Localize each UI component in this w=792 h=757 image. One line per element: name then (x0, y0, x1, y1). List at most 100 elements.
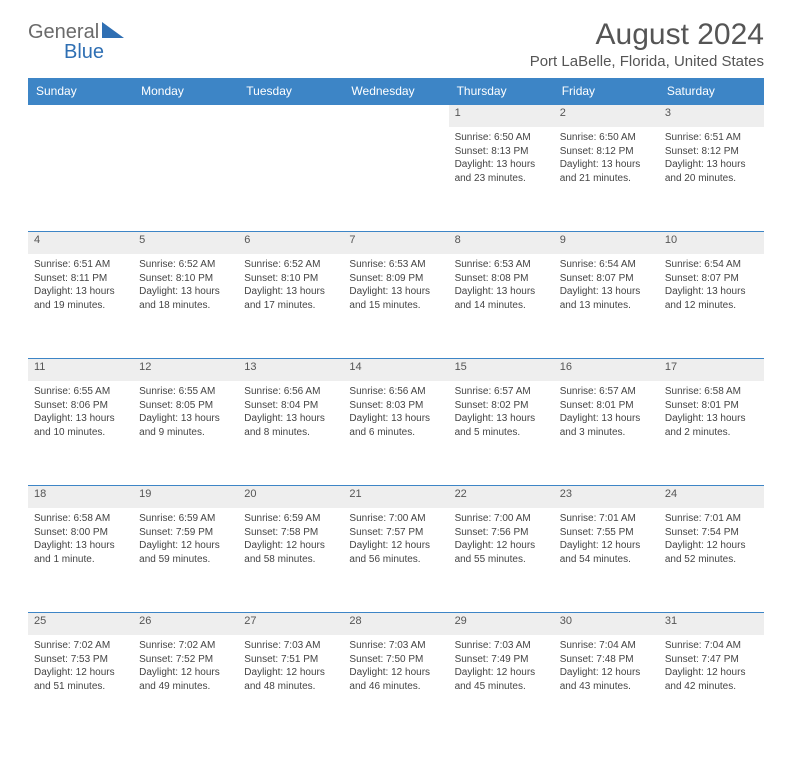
day-number-cell: 18 (28, 486, 133, 509)
sunrise-line: Sunrise: 6:50 AM (455, 131, 548, 145)
daylight-line: Daylight: 13 hours and 17 minutes. (244, 285, 337, 312)
sunrise-line: Sunrise: 7:03 AM (244, 639, 337, 653)
daylight-line: Daylight: 12 hours and 45 minutes. (455, 666, 548, 693)
day-content-row: Sunrise: 7:02 AMSunset: 7:53 PM Daylight:… (28, 635, 764, 739)
daylight-line: Daylight: 13 hours and 3 minutes. (560, 412, 653, 439)
daylight-line: Daylight: 12 hours and 49 minutes. (139, 666, 232, 693)
calendar-body: 123Sunrise: 6:50 AMSunset: 8:13 PMDaylig… (28, 105, 764, 740)
day-number-cell: 14 (343, 359, 448, 382)
sunset-line: Sunset: 8:01 PM (560, 399, 653, 413)
day-number-cell: 3 (659, 105, 764, 128)
day-number-row: 123 (28, 105, 764, 128)
sunrise-line: Sunrise: 6:59 AM (139, 512, 232, 526)
day-content-cell (238, 127, 343, 232)
sunrise-line: Sunrise: 6:56 AM (349, 385, 442, 399)
day-number-cell (133, 105, 238, 128)
day-number-cell: 15 (449, 359, 554, 382)
day-number-cell: 8 (449, 232, 554, 255)
daylight-line: Daylight: 12 hours and 54 minutes. (560, 539, 653, 566)
daylight-line: Daylight: 13 hours and 9 minutes. (139, 412, 232, 439)
day-number-cell: 10 (659, 232, 764, 255)
sunrise-line: Sunrise: 6:52 AM (139, 258, 232, 272)
day-number-cell: 20 (238, 486, 343, 509)
sunrise-line: Sunrise: 6:52 AM (244, 258, 337, 272)
sunset-line: Sunset: 8:03 PM (349, 399, 442, 413)
title-block: August 2024 Port LaBelle, Florida, Unite… (530, 18, 764, 70)
day-content-cell: Sunrise: 6:55 AMSunset: 8:05 PMDaylight:… (133, 381, 238, 486)
sunrise-line: Sunrise: 6:53 AM (455, 258, 548, 272)
sunset-line: Sunset: 7:49 PM (455, 653, 548, 667)
daylight-line: Daylight: 13 hours and 10 minutes. (34, 412, 127, 439)
day-number-cell: 22 (449, 486, 554, 509)
day-content-cell: Sunrise: 6:53 AMSunset: 8:08 PMDaylight:… (449, 254, 554, 359)
day-number-cell: 26 (133, 613, 238, 636)
sunset-line: Sunset: 7:53 PM (34, 653, 127, 667)
day-number-cell: 12 (133, 359, 238, 382)
day-number-cell: 25 (28, 613, 133, 636)
day-content-cell: Sunrise: 7:04 AMSunset: 7:47 PMDaylight:… (659, 635, 764, 739)
weekday-tuesday: Tuesday (238, 78, 343, 105)
day-number-cell: 7 (343, 232, 448, 255)
sunset-line: Sunset: 8:12 PM (560, 145, 653, 159)
sunset-line: Sunset: 8:02 PM (455, 399, 548, 413)
day-content-cell (343, 127, 448, 232)
header: General Blue August 2024 Port LaBelle, F… (28, 18, 764, 70)
daylight-line: Daylight: 12 hours and 56 minutes. (349, 539, 442, 566)
sunset-line: Sunset: 7:55 PM (560, 526, 653, 540)
sunrise-line: Sunrise: 6:51 AM (665, 131, 758, 145)
daylight-line: Daylight: 13 hours and 13 minutes. (560, 285, 653, 312)
sunrise-line: Sunrise: 6:53 AM (349, 258, 442, 272)
sunset-line: Sunset: 7:48 PM (560, 653, 653, 667)
sunrise-line: Sunrise: 7:00 AM (455, 512, 548, 526)
day-number-cell: 16 (554, 359, 659, 382)
daylight-line: Daylight: 13 hours and 1 minute. (34, 539, 127, 566)
logo: General Blue (28, 18, 138, 67)
day-number-cell: 29 (449, 613, 554, 636)
day-content-cell: Sunrise: 7:03 AMSunset: 7:50 PMDaylight:… (343, 635, 448, 739)
weekday-header-row: Sunday Monday Tuesday Wednesday Thursday… (28, 78, 764, 105)
sunset-line: Sunset: 8:07 PM (665, 272, 758, 286)
sunset-line: Sunset: 7:52 PM (139, 653, 232, 667)
sunset-line: Sunset: 7:50 PM (349, 653, 442, 667)
page-title: August 2024 (530, 18, 764, 51)
logo-text-general: General (28, 21, 99, 43)
sunrise-line: Sunrise: 6:55 AM (34, 385, 127, 399)
sunset-line: Sunset: 8:12 PM (665, 145, 758, 159)
daylight-line: Daylight: 12 hours and 42 minutes. (665, 666, 758, 693)
day-content-cell: Sunrise: 7:01 AMSunset: 7:55 PMDaylight:… (554, 508, 659, 613)
day-content-cell: Sunrise: 6:56 AMSunset: 8:04 PMDaylight:… (238, 381, 343, 486)
sunset-line: Sunset: 7:47 PM (665, 653, 758, 667)
day-content-cell: Sunrise: 6:51 AMSunset: 8:12 PMDaylight:… (659, 127, 764, 232)
day-number-cell (28, 105, 133, 128)
day-number-row: 45678910 (28, 232, 764, 255)
sunrise-line: Sunrise: 7:02 AM (34, 639, 127, 653)
sunrise-line: Sunrise: 7:03 AM (349, 639, 442, 653)
weekday-saturday: Saturday (659, 78, 764, 105)
day-content-cell (28, 127, 133, 232)
day-content-cell: Sunrise: 7:02 AMSunset: 7:53 PMDaylight:… (28, 635, 133, 739)
day-content-cell: Sunrise: 7:00 AMSunset: 7:56 PMDaylight:… (449, 508, 554, 613)
location-subtitle: Port LaBelle, Florida, United States (530, 53, 764, 70)
daylight-line: Daylight: 12 hours and 46 minutes. (349, 666, 442, 693)
daylight-line: Daylight: 13 hours and 19 minutes. (34, 285, 127, 312)
daylight-line: Daylight: 13 hours and 15 minutes. (349, 285, 442, 312)
day-content-cell: Sunrise: 6:58 AMSunset: 8:01 PMDaylight:… (659, 381, 764, 486)
sunset-line: Sunset: 8:08 PM (455, 272, 548, 286)
sunrise-line: Sunrise: 6:54 AM (665, 258, 758, 272)
day-content-cell: Sunrise: 6:58 AMSunset: 8:00 PMDaylight:… (28, 508, 133, 613)
calendar-table: Sunday Monday Tuesday Wednesday Thursday… (28, 78, 764, 739)
weekday-wednesday: Wednesday (343, 78, 448, 105)
day-content-cell: Sunrise: 6:52 AMSunset: 8:10 PMDaylight:… (133, 254, 238, 359)
sunrise-line: Sunrise: 6:51 AM (34, 258, 127, 272)
daylight-line: Daylight: 12 hours and 43 minutes. (560, 666, 653, 693)
sunrise-line: Sunrise: 6:50 AM (560, 131, 653, 145)
day-content-cell: Sunrise: 7:04 AMSunset: 7:48 PMDaylight:… (554, 635, 659, 739)
day-number-cell: 28 (343, 613, 448, 636)
day-content-row: Sunrise: 6:50 AMSunset: 8:13 PMDaylight:… (28, 127, 764, 232)
day-content-cell: Sunrise: 7:02 AMSunset: 7:52 PMDaylight:… (133, 635, 238, 739)
weekday-thursday: Thursday (449, 78, 554, 105)
sunrise-line: Sunrise: 6:58 AM (34, 512, 127, 526)
day-content-row: Sunrise: 6:58 AMSunset: 8:00 PMDaylight:… (28, 508, 764, 613)
day-number-cell: 27 (238, 613, 343, 636)
generalblue-logo-icon: General Blue (28, 18, 138, 62)
